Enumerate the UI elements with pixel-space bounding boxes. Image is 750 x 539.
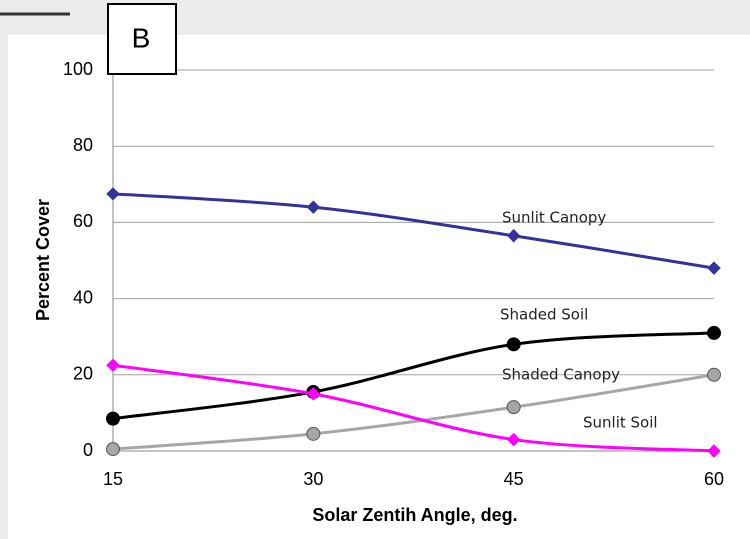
panel-label: B <box>132 22 151 53</box>
series-line <box>112 192 715 270</box>
data-point <box>707 325 721 340</box>
x-tick-label: 15 <box>103 469 123 489</box>
data-point <box>106 442 120 457</box>
x-tick-label: 60 <box>704 469 724 489</box>
x-axis-title: Solar Zentih Angle, deg. <box>312 505 517 525</box>
series-label: Sunlit Soil <box>583 414 658 432</box>
data-point <box>306 200 321 214</box>
x-tick-label: 45 <box>504 469 524 489</box>
panel-label-box <box>107 3 177 75</box>
series-label: Sunlit Canopy <box>502 209 606 227</box>
data-point <box>707 367 721 382</box>
data-point <box>106 358 120 372</box>
y-axis-title: Percent Cover <box>33 199 53 321</box>
data-point <box>506 432 521 447</box>
y-tick-label: 100 <box>63 59 93 79</box>
series-line <box>112 363 715 453</box>
y-tick-label: 80 <box>73 135 93 155</box>
data-point <box>106 187 120 201</box>
data-point <box>506 337 521 352</box>
data-point <box>707 261 721 275</box>
data-point <box>707 444 721 458</box>
data-point <box>506 400 521 415</box>
y-tick-label: 40 <box>73 287 93 307</box>
y-tick-label: 20 <box>73 364 93 384</box>
plot-panel <box>8 35 750 539</box>
data-point <box>106 411 120 426</box>
x-tick-label: 30 <box>303 469 323 489</box>
series-line <box>112 373 715 451</box>
series-label: Shaded Canopy <box>502 366 620 384</box>
y-tick-label: 0 <box>83 440 93 460</box>
data-point <box>506 229 521 243</box>
y-tick-label: 60 <box>73 211 93 231</box>
data-point <box>306 426 321 441</box>
data-point <box>306 387 321 401</box>
series-label: Shaded Soil <box>500 306 588 324</box>
series-line <box>112 331 715 421</box>
